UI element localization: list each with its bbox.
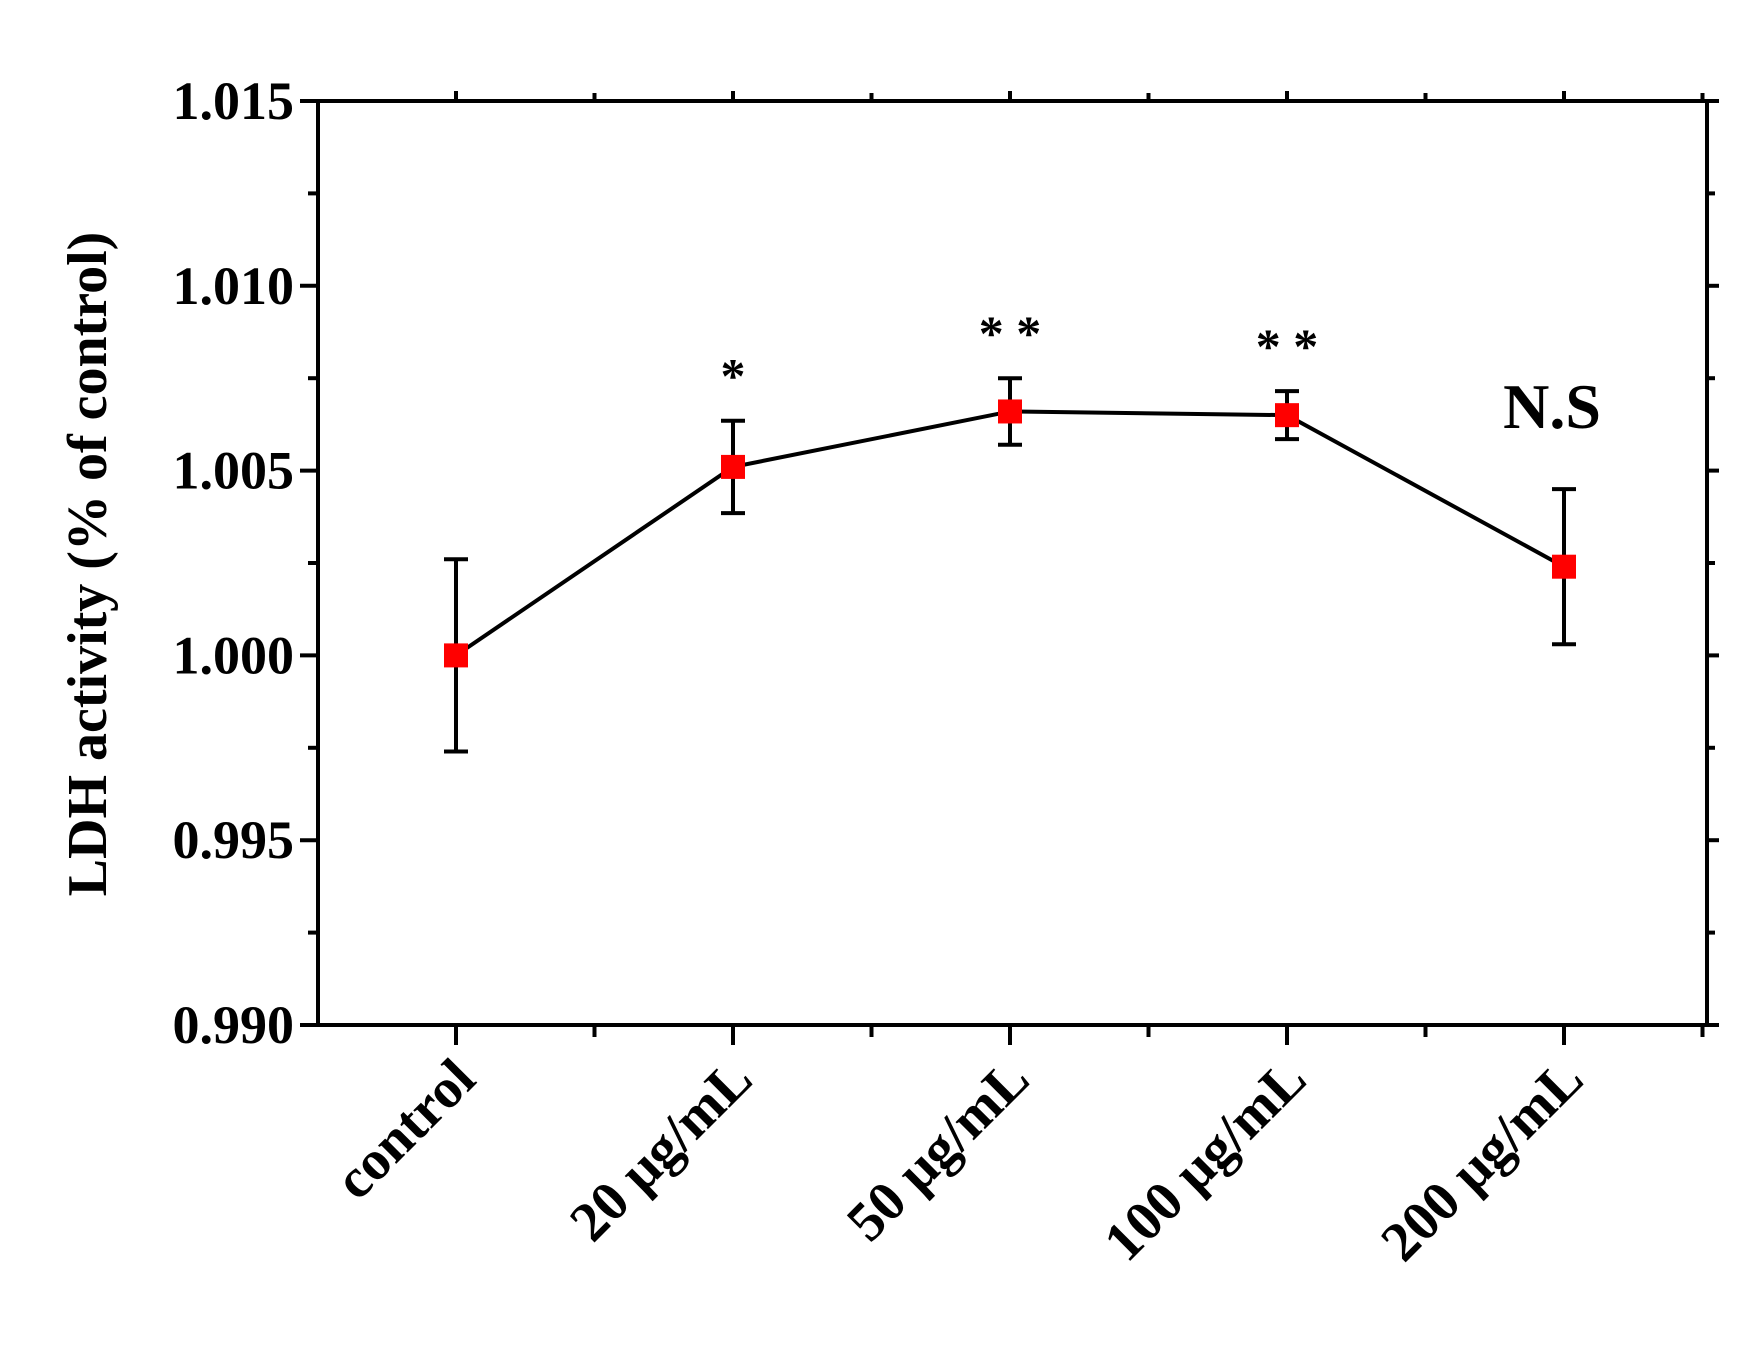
series: * * * * * N.S: [444, 305, 1601, 754]
y-axis: 0.990 0.995 1.000 1.005 1.010 1.015: [173, 71, 1719, 1055]
data-point: [444, 643, 468, 668]
y-tick-label: 0.995: [173, 810, 295, 870]
x-tick-label: 200 μg/mL: [1369, 1047, 1595, 1273]
y-axis-label: LDH activity (% of control): [57, 232, 119, 897]
data-point: [998, 399, 1022, 424]
significance-label: * *: [1256, 318, 1319, 374]
significance-label: *: [721, 348, 746, 404]
x-tick-label: 20 μg/mL: [558, 1047, 764, 1253]
plot-frame: [316, 99, 1709, 1027]
x-tick-label: control: [323, 1047, 487, 1211]
x-tick-label: 100 μg/mL: [1092, 1047, 1318, 1273]
data-point: [1275, 403, 1299, 428]
y-tick-label: 1.000: [173, 625, 295, 685]
plot-border: [316, 99, 1709, 1027]
y-tick-label: 1.015: [173, 71, 295, 131]
y-tick-label: 1.005: [173, 441, 295, 501]
data-point: [721, 454, 745, 479]
significance-label: * *: [979, 305, 1042, 361]
series-line: [454, 409, 1565, 658]
significance-label: N.S: [1503, 371, 1601, 442]
x-tick-label: 50 μg/mL: [835, 1047, 1041, 1253]
x-axis: control 20 μg/mL 50 μg/mL 100 μg/mL 200 μg/m…: [323, 91, 1705, 1273]
y-tick-label: 1.010: [173, 256, 295, 316]
y-tick-label: 0.990: [173, 995, 295, 1055]
data-point: [1552, 554, 1576, 579]
